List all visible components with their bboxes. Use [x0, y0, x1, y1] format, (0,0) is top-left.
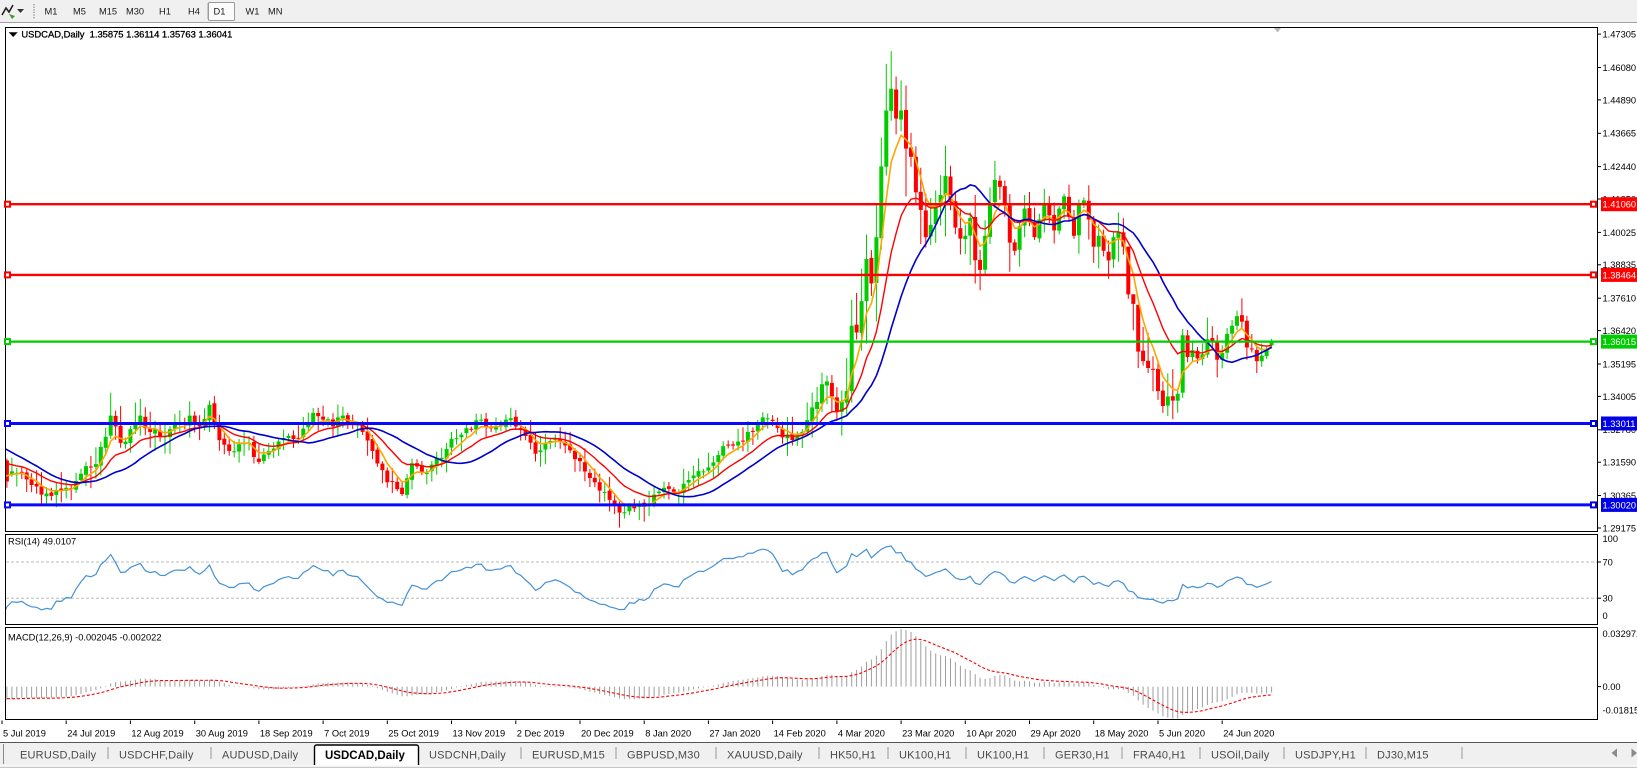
- svg-text:USDJPY,H1: USDJPY,H1: [1295, 750, 1356, 762]
- svg-text:0.032972: 0.032972: [1603, 629, 1637, 639]
- svg-text:USDCNH,Daily: USDCNH,Daily: [429, 750, 506, 762]
- svg-text:RSI(14) 49.0107: RSI(14) 49.0107: [8, 537, 76, 547]
- svg-text:AUDUSD,Daily: AUDUSD,Daily: [222, 750, 299, 762]
- svg-text:1.33011: 1.33011: [1603, 419, 1636, 429]
- svg-text:D1: D1: [214, 7, 226, 17]
- svg-text:23 Mar 2020: 23 Mar 2020: [902, 729, 954, 739]
- svg-text:MACD(12,26,9) -0.002045 -0.002: MACD(12,26,9) -0.002045 -0.002022: [8, 633, 162, 643]
- svg-text:1.38835: 1.38835: [1603, 260, 1637, 270]
- svg-text:GBPUSD,M30: GBPUSD,M30: [627, 750, 700, 762]
- svg-text:-0.01815: -0.01815: [1603, 706, 1637, 716]
- svg-text:1.43665: 1.43665: [1603, 129, 1637, 139]
- svg-text:GER30,H1: GER30,H1: [1055, 750, 1110, 762]
- svg-text:USDCAD,Daily: USDCAD,Daily: [325, 750, 405, 762]
- svg-text:24 Jun 2020: 24 Jun 2020: [1223, 729, 1274, 739]
- svg-text:1.42440: 1.42440: [1603, 162, 1637, 172]
- svg-text:20 Dec 2019: 20 Dec 2019: [581, 729, 634, 739]
- svg-text:1.46080: 1.46080: [1603, 63, 1637, 73]
- svg-text:7 Oct 2019: 7 Oct 2019: [324, 729, 369, 739]
- svg-text:24 Jul 2019: 24 Jul 2019: [67, 729, 115, 739]
- svg-text:M5: M5: [73, 7, 86, 17]
- svg-text:29 Apr 2020: 29 Apr 2020: [1031, 729, 1081, 739]
- svg-text:H1: H1: [159, 7, 171, 17]
- svg-text:1.30365: 1.30365: [1603, 491, 1637, 501]
- svg-text:1.35195: 1.35195: [1603, 359, 1637, 369]
- svg-text:USDCAD,Daily 1.35875 1.36114: USDCAD,Daily 1.35875 1.36114 1.35763 1.3…: [21, 29, 232, 40]
- svg-text:1.34005: 1.34005: [1603, 392, 1637, 402]
- svg-text:1.36420: 1.36420: [1603, 326, 1637, 336]
- svg-text:H4: H4: [188, 7, 200, 17]
- svg-text:1.37610: 1.37610: [1603, 294, 1637, 304]
- svg-text:18 Sep 2019: 18 Sep 2019: [260, 729, 313, 739]
- svg-text:HK50,H1: HK50,H1: [830, 750, 876, 762]
- svg-text:MN: MN: [268, 7, 282, 17]
- svg-text:12 Aug 2019: 12 Aug 2019: [131, 729, 183, 739]
- svg-text:USOil,Daily: USOil,Daily: [1211, 750, 1270, 762]
- svg-text:EURUSD,Daily: EURUSD,Daily: [20, 750, 97, 762]
- svg-text:W1: W1: [246, 7, 260, 17]
- svg-text:30 Aug 2019: 30 Aug 2019: [196, 729, 248, 739]
- svg-text:2 Dec 2019: 2 Dec 2019: [517, 729, 565, 739]
- svg-text:70: 70: [1603, 557, 1613, 567]
- svg-text:FRA40,H1: FRA40,H1: [1133, 750, 1186, 762]
- svg-text:1.38464: 1.38464: [1603, 270, 1637, 280]
- svg-text:DJ30,M15: DJ30,M15: [1377, 750, 1429, 762]
- svg-text:27 Jan 2020: 27 Jan 2020: [709, 729, 760, 739]
- svg-text:M30: M30: [126, 7, 144, 17]
- svg-text:4 Mar 2020: 4 Mar 2020: [838, 729, 885, 739]
- svg-text:USDCHF,Daily: USDCHF,Daily: [119, 750, 194, 762]
- svg-text:14 Feb 2020: 14 Feb 2020: [774, 729, 826, 739]
- svg-text:UK100,H1: UK100,H1: [899, 750, 951, 762]
- svg-text:5 Jul 2019: 5 Jul 2019: [3, 729, 46, 739]
- svg-text:1.31590: 1.31590: [1603, 458, 1637, 468]
- svg-text:25 Oct 2019: 25 Oct 2019: [388, 729, 439, 739]
- svg-text:8 Jan 2020: 8 Jan 2020: [645, 729, 691, 739]
- svg-text:M15: M15: [99, 7, 117, 17]
- svg-text:1.44890: 1.44890: [1603, 95, 1637, 105]
- svg-text:EURUSD,M15: EURUSD,M15: [532, 750, 605, 762]
- svg-text:5 Jun 2020: 5 Jun 2020: [1159, 729, 1205, 739]
- svg-text:0: 0: [1603, 611, 1608, 621]
- svg-text:30: 30: [1603, 594, 1613, 604]
- svg-text:1.36015: 1.36015: [1603, 337, 1637, 347]
- svg-text:1.29175: 1.29175: [1603, 523, 1637, 533]
- svg-text:1.41060: 1.41060: [1603, 200, 1637, 210]
- svg-text:100: 100: [1603, 534, 1619, 544]
- svg-text:10 Apr 2020: 10 Apr 2020: [966, 729, 1016, 739]
- svg-text:M1: M1: [45, 7, 58, 17]
- svg-text:UK100,H1: UK100,H1: [977, 750, 1029, 762]
- svg-text:1.30020: 1.30020: [1603, 500, 1637, 510]
- svg-text:1.40025: 1.40025: [1603, 228, 1637, 238]
- svg-text:XAUUSD,Daily: XAUUSD,Daily: [727, 750, 803, 762]
- svg-text:0.00: 0.00: [1603, 682, 1621, 692]
- svg-text:1.47305: 1.47305: [1603, 30, 1637, 40]
- svg-text:18 May 2020: 18 May 2020: [1095, 729, 1149, 739]
- svg-text:13 Nov 2019: 13 Nov 2019: [453, 729, 506, 739]
